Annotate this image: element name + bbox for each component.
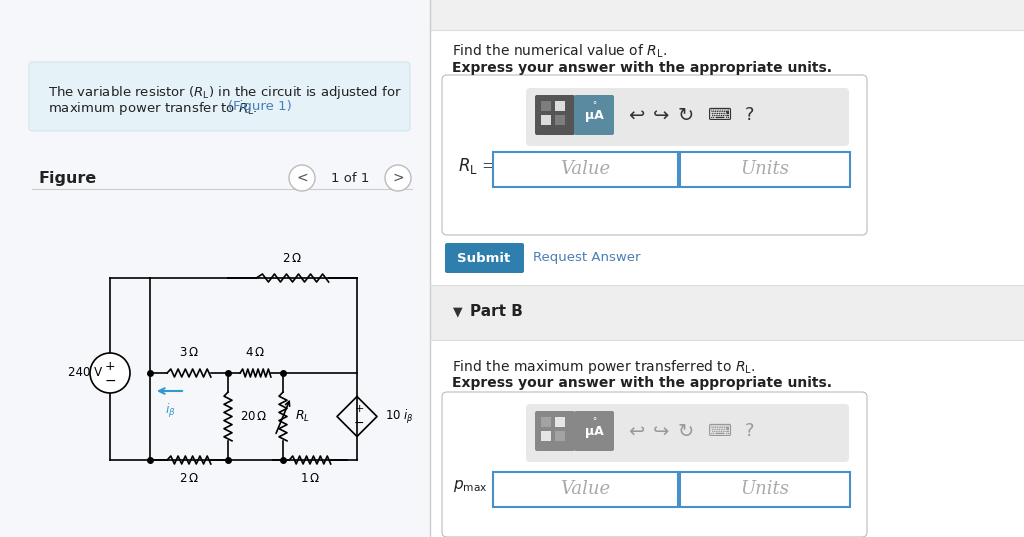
Text: °: ° <box>592 101 596 111</box>
FancyBboxPatch shape <box>535 95 575 135</box>
Text: Submit: Submit <box>458 251 511 265</box>
Text: Express your answer with the appropriate units.: Express your answer with the appropriate… <box>452 376 831 390</box>
Text: $2\,\Omega$: $2\,\Omega$ <box>179 472 199 485</box>
Text: −: − <box>353 417 365 430</box>
Text: Units: Units <box>740 160 790 178</box>
Circle shape <box>385 165 411 191</box>
Bar <box>555 417 565 427</box>
Bar <box>555 101 565 111</box>
Text: °: ° <box>592 417 596 426</box>
Bar <box>430 0 1024 30</box>
Text: ⌨: ⌨ <box>708 422 732 440</box>
Text: Request Answer: Request Answer <box>534 251 640 265</box>
Bar <box>541 431 551 441</box>
Text: Figure: Figure <box>38 171 96 185</box>
Bar <box>430 285 1024 340</box>
Bar <box>541 417 551 427</box>
Bar <box>541 115 551 125</box>
FancyBboxPatch shape <box>29 62 410 131</box>
Text: −: − <box>104 374 116 388</box>
Text: $i_{\beta}$: $i_{\beta}$ <box>165 402 175 420</box>
Text: maximum power transfer to $R_{\mathrm{L}}$.: maximum power transfer to $R_{\mathrm{L}… <box>48 100 258 117</box>
Text: Find the numerical value of $R_{\mathrm{L}}$.: Find the numerical value of $R_{\mathrm{… <box>452 43 667 60</box>
FancyBboxPatch shape <box>535 411 575 451</box>
Text: ↩: ↩ <box>628 105 644 125</box>
Bar <box>0 0 430 537</box>
FancyBboxPatch shape <box>574 95 614 135</box>
Text: The variable resistor ($R_{\mathrm{L}}$) in the circuit is adjusted for: The variable resistor ($R_{\mathrm{L}}$)… <box>48 84 401 101</box>
Text: Units: Units <box>740 480 790 498</box>
Circle shape <box>289 165 315 191</box>
Text: μA: μA <box>585 108 603 121</box>
Text: $3\,\Omega$: $3\,\Omega$ <box>179 346 199 359</box>
Text: Value: Value <box>560 160 610 178</box>
Text: 10 $i_{\beta}$: 10 $i_{\beta}$ <box>385 408 414 425</box>
Bar <box>541 101 551 111</box>
Text: $R_{\mathrm{L}}$ =: $R_{\mathrm{L}}$ = <box>458 156 496 176</box>
Bar <box>555 115 565 125</box>
Text: ↩: ↩ <box>628 422 644 440</box>
Bar <box>493 472 678 507</box>
Text: <: < <box>296 171 308 185</box>
Text: +: + <box>354 404 364 415</box>
FancyBboxPatch shape <box>445 243 524 273</box>
Text: 240 V: 240 V <box>68 366 102 380</box>
Bar <box>430 0 1024 537</box>
Text: ⌨: ⌨ <box>708 106 732 124</box>
FancyBboxPatch shape <box>442 392 867 537</box>
Text: ↻: ↻ <box>678 105 694 125</box>
Text: ↻: ↻ <box>678 422 694 440</box>
Text: Express your answer with the appropriate units.: Express your answer with the appropriate… <box>452 61 831 75</box>
Text: $R_L$: $R_L$ <box>295 409 310 424</box>
Text: ?: ? <box>745 422 755 440</box>
FancyBboxPatch shape <box>442 75 867 235</box>
FancyBboxPatch shape <box>526 404 849 462</box>
Bar <box>493 152 678 187</box>
Text: Value: Value <box>560 480 610 498</box>
Bar <box>680 152 850 187</box>
Text: $2\,\Omega$: $2\,\Omega$ <box>283 252 302 265</box>
Text: ?: ? <box>745 106 755 124</box>
Text: ↪: ↪ <box>653 105 670 125</box>
Text: $4\,\Omega$: $4\,\Omega$ <box>246 346 265 359</box>
Circle shape <box>90 353 130 393</box>
Text: +: + <box>104 359 116 373</box>
FancyBboxPatch shape <box>574 411 614 451</box>
Text: $1\,\Omega$: $1\,\Omega$ <box>300 472 321 485</box>
FancyBboxPatch shape <box>526 88 849 146</box>
Text: ↪: ↪ <box>653 422 670 440</box>
Bar <box>680 472 850 507</box>
Text: >: > <box>392 171 403 185</box>
Text: $p_{\mathrm{max}}$ =: $p_{\mathrm{max}}$ = <box>453 478 505 494</box>
Text: $20\,\Omega$: $20\,\Omega$ <box>240 410 267 423</box>
Text: Find the maximum power transferred to $R_{\mathrm{L}}$.: Find the maximum power transferred to $R… <box>452 358 756 376</box>
Text: 1 of 1: 1 of 1 <box>331 171 370 185</box>
Bar <box>555 431 565 441</box>
Text: Part B: Part B <box>470 304 523 320</box>
Text: μA: μA <box>585 425 603 438</box>
Text: ▼: ▼ <box>453 306 463 318</box>
Text: (Figure 1): (Figure 1) <box>228 100 292 113</box>
